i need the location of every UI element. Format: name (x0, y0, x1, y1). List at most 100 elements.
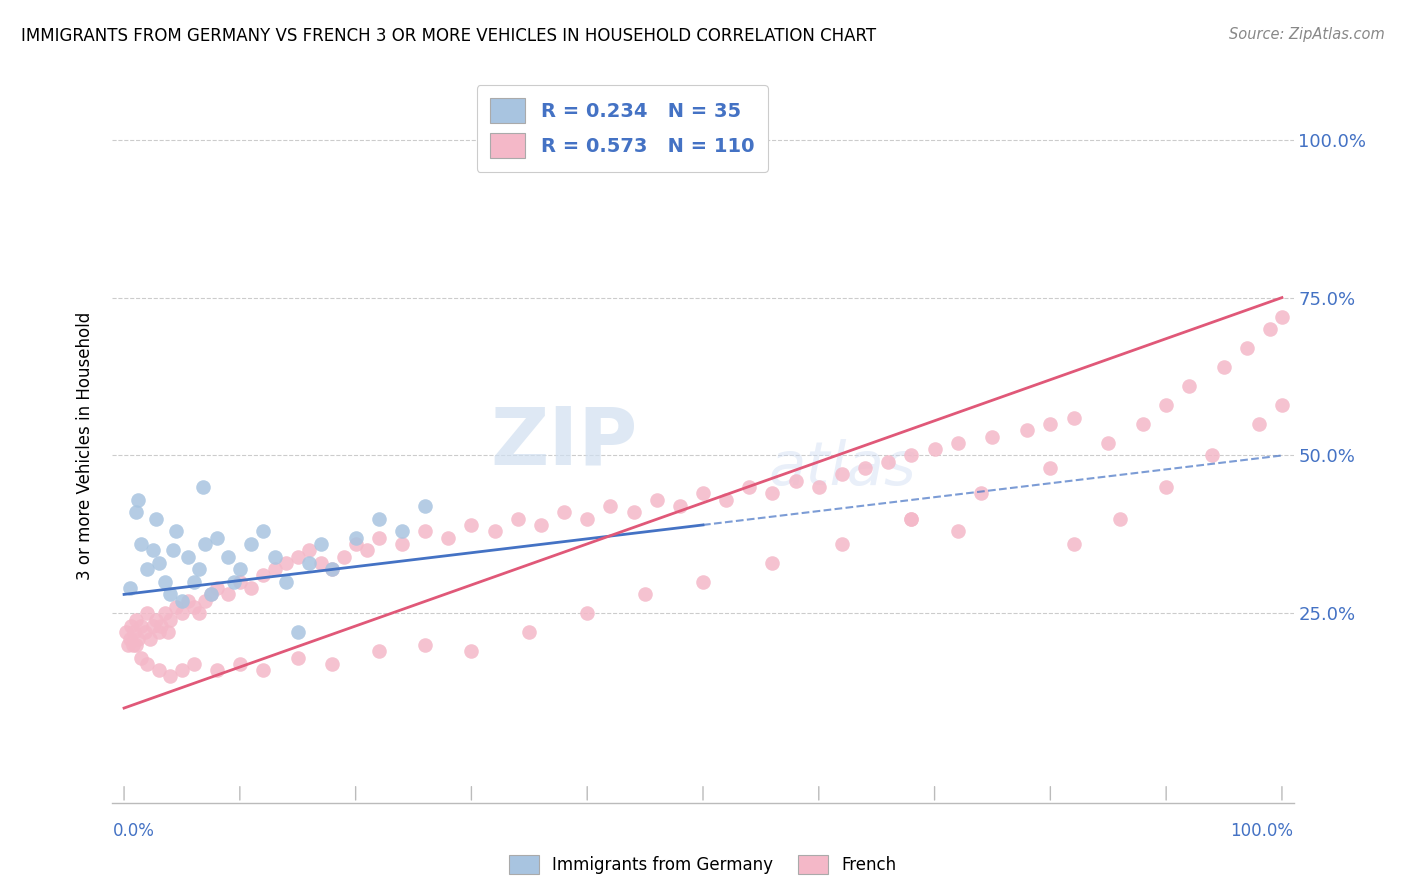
Point (194, 593, 217, 607)
Point (159, 587, 181, 601)
Point (157, 625, 180, 640)
Legend: Immigrants from Germany, French: Immigrants from Germany, French (505, 850, 901, 880)
Point (240, 581, 263, 595)
Point (205, 581, 228, 595)
Point (153, 574, 176, 589)
Point (1039, 461, 1062, 475)
Point (124, 625, 146, 640)
Y-axis label: 3 or more Vehicles in Household: 3 or more Vehicles in Household (76, 312, 94, 580)
Point (142, 619, 165, 633)
Point (263, 562, 285, 576)
Point (413, 638, 436, 652)
Point (391, 524, 413, 539)
Point (127, 632, 149, 646)
Point (170, 663, 193, 677)
Point (344, 531, 367, 545)
Point (1201, 449, 1223, 463)
Point (413, 524, 436, 539)
Point (200, 587, 222, 601)
Point (148, 663, 170, 677)
Point (344, 537, 367, 551)
Point (506, 511, 529, 525)
Point (391, 537, 413, 551)
Point (136, 562, 159, 576)
Point (188, 562, 211, 576)
Point (309, 537, 332, 551)
Point (761, 556, 783, 570)
Point (205, 531, 228, 545)
Point (1213, 360, 1236, 375)
Point (118, 632, 141, 646)
Legend: R = 0.234   N = 35, R = 0.573   N = 110: R = 0.234 N = 35, R = 0.573 N = 110 (477, 85, 768, 171)
Point (321, 562, 343, 576)
Point (356, 543, 378, 558)
Point (831, 467, 853, 482)
Point (807, 480, 830, 494)
Point (217, 587, 239, 601)
Point (252, 524, 274, 539)
Point (333, 549, 356, 564)
Point (153, 607, 176, 621)
Point (222, 574, 245, 589)
Point (970, 486, 993, 500)
Point (148, 625, 170, 640)
Point (367, 511, 389, 525)
Point (1108, 511, 1130, 525)
Point (599, 499, 621, 513)
Point (1063, 537, 1085, 551)
Point (120, 619, 142, 633)
Point (170, 593, 193, 607)
Text: Source: ZipAtlas.com: Source: ZipAtlas.com (1229, 27, 1385, 42)
Point (576, 607, 599, 621)
Point (367, 644, 389, 658)
Point (1271, 310, 1294, 324)
Point (900, 449, 922, 463)
Point (263, 549, 285, 564)
Point (240, 537, 263, 551)
Point (162, 543, 184, 558)
Point (136, 607, 159, 621)
Point (159, 669, 181, 683)
Point (692, 486, 714, 500)
Point (692, 574, 714, 589)
Point (194, 537, 217, 551)
Point (460, 517, 482, 532)
Point (785, 474, 807, 488)
Point (124, 638, 146, 652)
Point (853, 461, 876, 475)
Point (946, 435, 969, 450)
Point (1260, 322, 1282, 336)
Point (738, 480, 761, 494)
Point (623, 505, 645, 519)
Point (553, 505, 575, 519)
Text: 0.0%: 0.0% (112, 822, 155, 839)
Point (981, 429, 1004, 443)
Point (145, 613, 167, 627)
Point (159, 613, 181, 627)
Point (669, 499, 692, 513)
Point (276, 556, 298, 570)
Point (1132, 417, 1154, 431)
Point (1154, 480, 1177, 494)
Point (287, 625, 309, 640)
Point (321, 657, 343, 671)
Point (127, 492, 149, 507)
Text: ZIP: ZIP (491, 404, 638, 482)
Point (900, 511, 922, 525)
Point (831, 537, 853, 551)
Point (298, 556, 321, 570)
Point (205, 663, 228, 677)
Text: atlas: atlas (768, 439, 915, 498)
Point (1271, 398, 1294, 412)
Point (131, 537, 153, 551)
Point (1154, 398, 1177, 412)
Point (287, 650, 309, 665)
Point (131, 650, 153, 665)
Point (437, 531, 460, 545)
Point (217, 549, 239, 564)
Point (136, 657, 159, 671)
Point (309, 556, 332, 570)
Point (165, 524, 187, 539)
Point (124, 613, 146, 627)
Point (276, 574, 298, 589)
